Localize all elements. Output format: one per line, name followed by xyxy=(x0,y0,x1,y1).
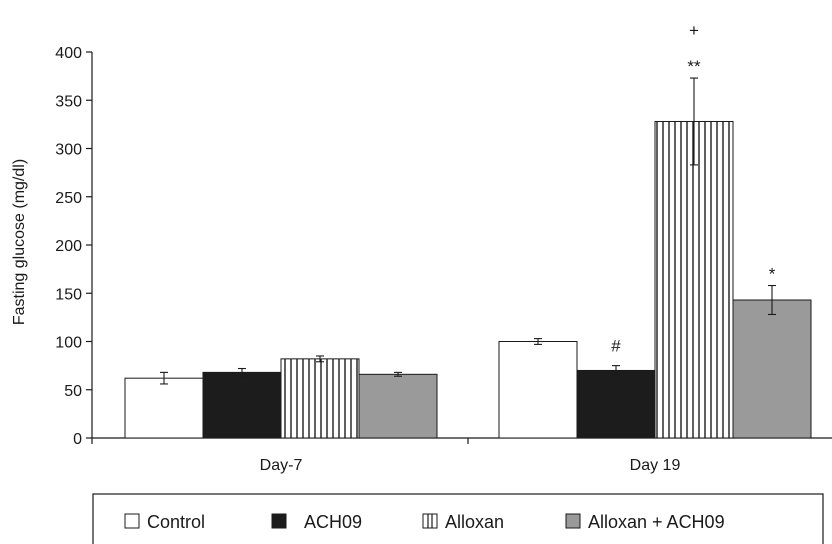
legend-label: Alloxan + ACH09 xyxy=(588,512,725,532)
bar xyxy=(654,120,734,439)
y-tick-label: 0 xyxy=(73,431,82,448)
bars xyxy=(124,77,812,439)
legend-swatch xyxy=(271,513,287,529)
legend-label: ACH09 xyxy=(304,512,362,532)
y-axis-label: Fasting glucose (mg/dl) xyxy=(11,159,28,325)
legend-swatch xyxy=(422,513,438,529)
y-tick-label: 350 xyxy=(55,93,82,110)
significance-marker: # xyxy=(611,337,621,356)
significance-marker: * xyxy=(769,265,776,284)
y-tick-label: 300 xyxy=(55,142,82,159)
significance-marker: + xyxy=(689,21,699,40)
legend-swatch xyxy=(124,513,140,529)
legend-box xyxy=(92,493,824,544)
bar xyxy=(358,373,438,439)
x-tick-label: Day-7 xyxy=(260,457,303,474)
labels: 0 50 100 150 200 250 300 350 400 Day-7 Day 19 # ** + * xyxy=(55,21,775,474)
significance-marker: ** xyxy=(687,57,701,76)
legend-label: Alloxan xyxy=(445,512,504,532)
bar xyxy=(280,358,360,439)
legend-swatch xyxy=(565,513,581,529)
y-tick-label: 200 xyxy=(55,238,82,255)
bar xyxy=(202,371,282,439)
bar xyxy=(576,369,656,439)
y-tick-label: 100 xyxy=(55,335,82,352)
bar xyxy=(732,299,812,439)
legend-label: Control xyxy=(147,512,205,532)
legend: Control ACH09 Alloxan Alloxan + ACH09 xyxy=(92,493,824,544)
bar xyxy=(124,377,204,439)
y-tick-label: 400 xyxy=(55,45,82,62)
y-tick-label: 150 xyxy=(55,286,82,303)
x-tick-label: Day 19 xyxy=(630,457,681,474)
y-tick-label: 250 xyxy=(55,190,82,207)
bar xyxy=(498,341,578,439)
y-tick-label: 50 xyxy=(64,383,82,400)
